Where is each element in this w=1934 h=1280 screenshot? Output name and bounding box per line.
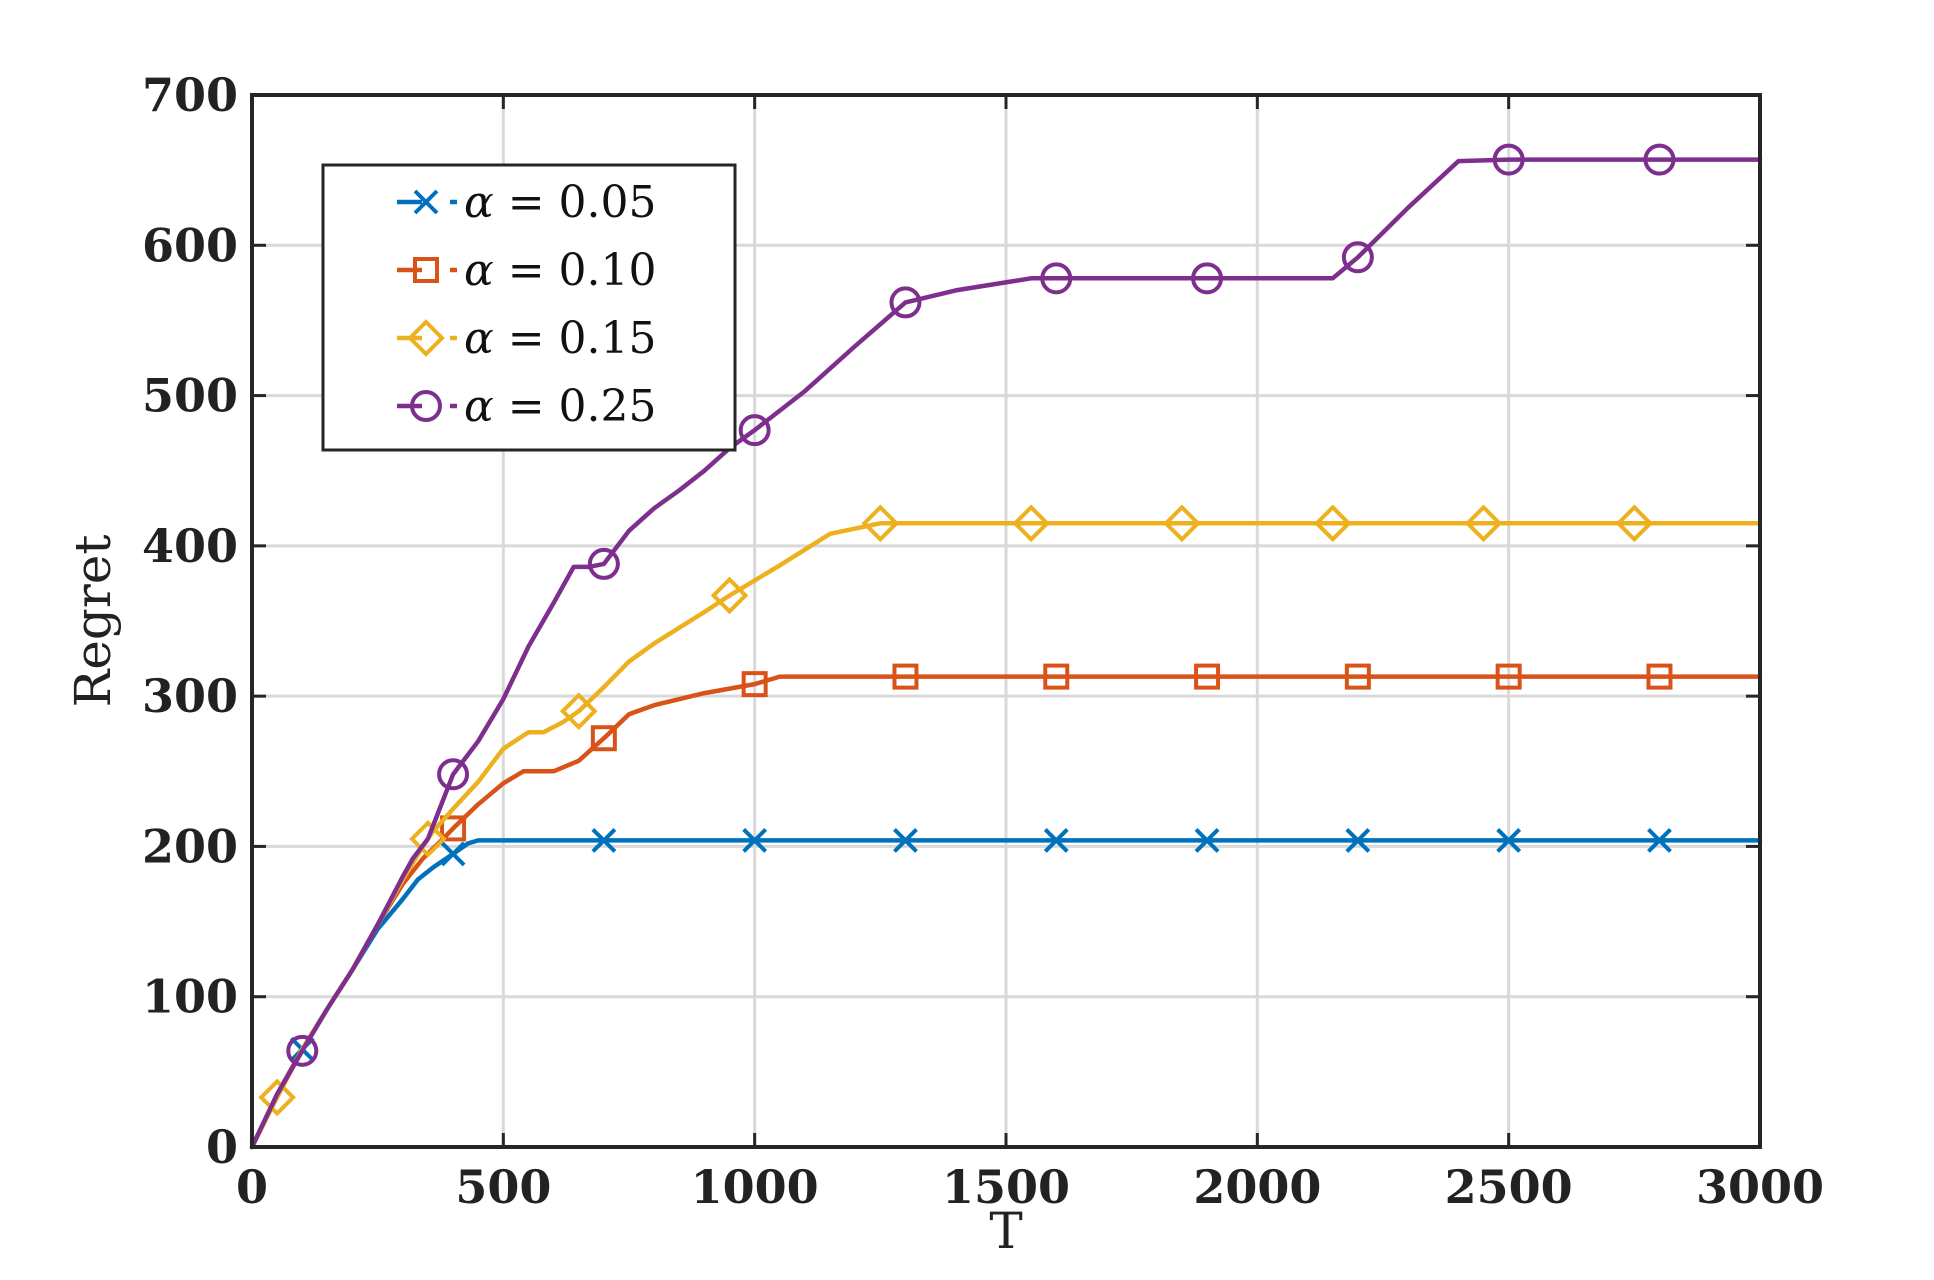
legend-entry: α = 0.05 xyxy=(397,177,657,228)
x-marker-stroke xyxy=(1043,828,1069,853)
square-marker xyxy=(1495,663,1522,690)
square-marker xyxy=(892,663,919,690)
diamond-marker xyxy=(559,692,598,730)
legend-label: α = 0.05 xyxy=(464,177,657,228)
circle-marker xyxy=(1341,241,1374,274)
x-marker xyxy=(1496,828,1522,853)
circle-marker xyxy=(1040,262,1073,295)
circle-marker xyxy=(738,414,771,447)
diamond-marker xyxy=(1012,504,1050,543)
diamond-marker xyxy=(409,820,447,858)
legend-value: = 0.05 xyxy=(494,177,657,228)
legend-value: = 0.15 xyxy=(494,313,657,364)
x-marker-stroke xyxy=(1194,828,1220,853)
y-tick-label: 300 xyxy=(142,669,238,723)
circle-marker xyxy=(1492,143,1525,176)
tick-labels: 0 500 1000 1500 2000 2500 3000 0 100 200 300 400 500… xyxy=(142,68,1824,1214)
legend-value: = 0.25 xyxy=(494,381,657,432)
y-tick-label: 200 xyxy=(142,819,238,873)
square-marker xyxy=(1344,663,1371,690)
diamond-marker xyxy=(1313,504,1352,543)
legend-entry: α = 0.10 xyxy=(397,245,657,296)
legend: α = 0.05α = 0.10α = 0.15α = 0.25 xyxy=(321,163,737,452)
series-group xyxy=(249,828,1763,1150)
diamond-marker xyxy=(407,319,445,357)
y-tick-label: 400 xyxy=(142,519,238,573)
diamond-marker xyxy=(258,1078,296,1117)
x-tick-label: 0 xyxy=(236,1160,268,1214)
legend-label: α = 0.25 xyxy=(464,381,657,432)
x-axis-label: T xyxy=(989,1202,1022,1260)
x-marker-stroke xyxy=(1496,828,1522,853)
x-marker xyxy=(1194,828,1220,853)
square-marker xyxy=(741,671,768,698)
legend-box xyxy=(321,163,737,452)
circle-marker xyxy=(410,390,442,422)
legend-label: α = 0.15 xyxy=(464,313,657,364)
square-marker xyxy=(1043,663,1070,690)
diamond-marker xyxy=(1163,504,1201,543)
x-marker-stroke xyxy=(413,189,439,215)
y-axis-label: Regret xyxy=(64,535,122,708)
square-marker xyxy=(440,815,467,842)
tick-marks xyxy=(250,93,1762,1149)
circle-marker xyxy=(286,1034,319,1067)
x-marker xyxy=(413,189,439,215)
square-marker xyxy=(590,725,617,752)
series-line xyxy=(249,157,1763,1150)
x-tick-label: 3000 xyxy=(1696,1160,1824,1214)
circle-marker xyxy=(587,547,620,580)
x-tick-label: 500 xyxy=(455,1160,551,1214)
y-tick-label: 100 xyxy=(142,970,238,1024)
legend-symbol: α xyxy=(464,177,494,228)
legend-entry: α = 0.25 xyxy=(397,381,657,432)
x-marker-stroke xyxy=(893,828,918,853)
legend-value: = 0.10 xyxy=(494,245,657,296)
x-marker xyxy=(440,841,466,867)
x-marker-stroke xyxy=(591,828,617,853)
legend-symbol: α xyxy=(464,313,494,364)
circle-marker xyxy=(1191,262,1224,295)
legend-label: α = 0.10 xyxy=(464,245,657,296)
x-marker xyxy=(742,828,768,853)
diamond-marker xyxy=(1615,504,1654,543)
x-marker-stroke xyxy=(1345,828,1371,853)
square-marker xyxy=(1646,663,1673,690)
diamond-marker xyxy=(1464,504,1503,543)
series-layer xyxy=(249,143,1763,1150)
x-tick-label: 1000 xyxy=(691,1160,819,1214)
x-marker xyxy=(591,828,617,853)
x-tick-label: 2500 xyxy=(1445,1160,1573,1214)
x-marker xyxy=(893,828,918,853)
diamond-marker xyxy=(710,576,749,615)
x-marker xyxy=(1647,828,1672,853)
y-tick-label: 0 xyxy=(206,1120,238,1174)
series-group xyxy=(249,143,1763,1150)
y-tick-label: 700 xyxy=(142,68,238,122)
x-marker xyxy=(1345,828,1371,853)
legend-symbol: α xyxy=(464,381,494,432)
y-tick-label: 600 xyxy=(142,218,238,272)
y-tick-label: 500 xyxy=(142,369,238,423)
x-marker-stroke xyxy=(440,841,466,867)
square-marker xyxy=(413,257,439,283)
square-marker xyxy=(1194,663,1221,690)
diamond-marker xyxy=(861,504,900,543)
x-marker-stroke xyxy=(742,828,768,853)
x-tick-label: 1500 xyxy=(942,1160,1070,1214)
legend-symbol: α xyxy=(464,245,494,296)
circle-marker xyxy=(437,758,470,791)
circle-marker xyxy=(1643,143,1676,176)
x-tick-label: 2000 xyxy=(1193,1160,1321,1214)
x-marker xyxy=(1043,828,1069,853)
legend-entry: α = 0.15 xyxy=(397,313,657,364)
circle-marker xyxy=(889,286,922,319)
x-marker-stroke xyxy=(1647,828,1672,853)
